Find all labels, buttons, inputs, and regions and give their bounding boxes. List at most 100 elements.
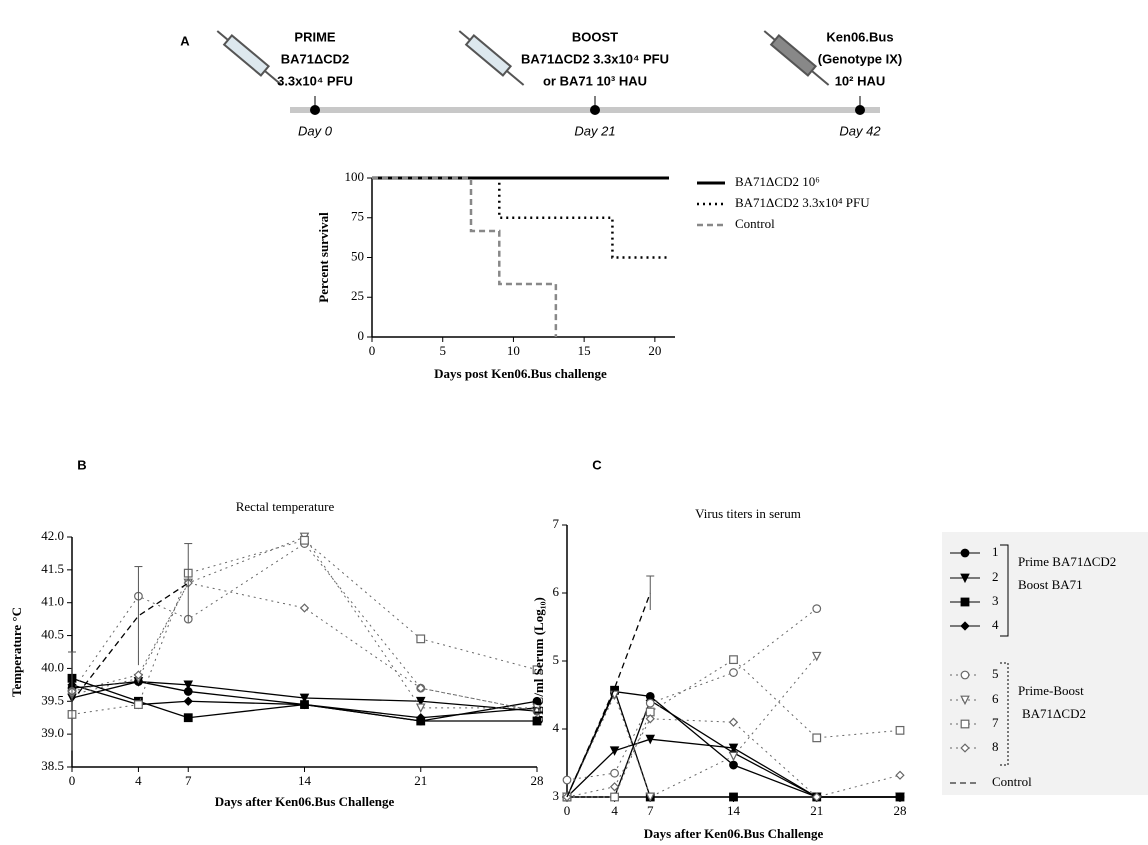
marker bbox=[610, 792, 619, 802]
y-tick-label: 75 bbox=[351, 209, 364, 224]
y-tick-label: 38.5 bbox=[41, 758, 64, 773]
marker bbox=[299, 603, 310, 613]
event-label: BA71ΔCD2 3.3x10⁴ PFU bbox=[521, 51, 669, 66]
marker bbox=[609, 746, 620, 756]
series-line bbox=[71, 582, 538, 712]
y-tick-label: 39.5 bbox=[41, 692, 64, 707]
legend-label: 8 bbox=[992, 739, 999, 754]
series-line bbox=[566, 608, 818, 781]
event-label: 10² HAU bbox=[835, 73, 886, 88]
day-label: Day 21 bbox=[574, 123, 615, 138]
x-tick-label: 28 bbox=[894, 803, 907, 818]
marker bbox=[416, 713, 426, 723]
marker bbox=[728, 751, 739, 762]
series-line bbox=[71, 680, 538, 712]
legend-group-label: Boost BA71 bbox=[1018, 577, 1083, 592]
x-tick-label: 21 bbox=[414, 773, 427, 788]
syringe-icons bbox=[216, 30, 830, 86]
panel-label: A bbox=[180, 33, 190, 48]
event-label: 3.3x10⁴ PFU bbox=[277, 73, 353, 88]
event-dot bbox=[590, 105, 600, 115]
chart-title: Rectal temperature bbox=[236, 499, 335, 514]
event-dot bbox=[310, 105, 320, 115]
marker bbox=[609, 782, 620, 792]
panel-label: C bbox=[592, 457, 602, 472]
y-tick-label: 42.0 bbox=[41, 528, 64, 543]
legend-label: 1 bbox=[992, 544, 999, 559]
marker bbox=[729, 668, 738, 677]
x-tick-label: 4 bbox=[135, 773, 142, 788]
marker bbox=[729, 760, 738, 770]
y-tick-label: 40.5 bbox=[41, 627, 64, 642]
legend-label: 5 bbox=[992, 666, 999, 681]
marker bbox=[960, 695, 970, 706]
marker bbox=[416, 683, 426, 693]
marker bbox=[532, 665, 542, 675]
marker bbox=[960, 597, 970, 607]
x-axis-label: Days post Ken06.Bus challenge bbox=[434, 366, 607, 381]
marker bbox=[960, 573, 970, 584]
x-tick-label: 0 bbox=[69, 773, 76, 788]
y-tick-label: 5 bbox=[553, 652, 560, 667]
marker bbox=[645, 714, 655, 724]
marker bbox=[645, 698, 655, 708]
series-line bbox=[71, 684, 538, 719]
y-tick-label: 0 bbox=[358, 328, 365, 343]
series-line bbox=[566, 688, 900, 798]
marker bbox=[415, 696, 426, 707]
marker bbox=[960, 621, 970, 631]
y-tick-label: 50 bbox=[351, 248, 364, 263]
marker bbox=[532, 716, 542, 726]
legend-bracket bbox=[1000, 662, 1009, 766]
survival-line bbox=[372, 176, 669, 259]
x-tick-label: 5 bbox=[439, 343, 446, 358]
marker bbox=[729, 792, 738, 802]
day-label: Day 42 bbox=[839, 123, 881, 138]
x-tick-label: 21 bbox=[810, 803, 823, 818]
legend-label: 6 bbox=[992, 691, 999, 706]
x-tick-label: 0 bbox=[564, 803, 571, 818]
x-tick-label: 14 bbox=[727, 803, 741, 818]
y-tick-label: 39.0 bbox=[41, 725, 64, 740]
event-label: Ken06.Bus bbox=[826, 29, 893, 44]
event-label: (Genotype IX) bbox=[818, 51, 903, 66]
marker bbox=[299, 693, 310, 704]
legend-label: 3 bbox=[992, 593, 999, 608]
legend-group-label: Prime-Boost bbox=[1018, 683, 1084, 698]
marker bbox=[183, 713, 193, 723]
marker bbox=[812, 733, 822, 743]
x-tick-label: 7 bbox=[185, 773, 192, 788]
marker bbox=[183, 680, 194, 690]
marker bbox=[960, 743, 970, 753]
marker bbox=[645, 792, 656, 803]
y-axis-label: Temperature °C bbox=[9, 607, 24, 697]
event-label: PRIME bbox=[294, 29, 336, 44]
y-tick-label: 100 bbox=[345, 169, 365, 184]
marker bbox=[645, 734, 656, 745]
legend-label: 4 bbox=[992, 617, 999, 632]
legend-label: Control bbox=[992, 774, 1032, 789]
legend-label: 2 bbox=[992, 569, 999, 584]
y-tick-label: 25 bbox=[351, 288, 364, 303]
marker bbox=[610, 768, 619, 778]
x-axis-label: Days after Ken06.Bus Challenge bbox=[215, 794, 395, 809]
y-tick-label: 4 bbox=[553, 720, 560, 735]
x-tick-label: 7 bbox=[647, 803, 654, 818]
marker bbox=[300, 535, 309, 545]
x-tick-label: 20 bbox=[648, 343, 661, 358]
y-axis-label: GEC/ml Serum (Log₁₀) bbox=[531, 597, 546, 725]
marker bbox=[895, 792, 905, 802]
x-tick-label: 15 bbox=[578, 343, 591, 358]
marker bbox=[134, 700, 143, 709]
legend-bracket bbox=[1000, 544, 1009, 637]
marker bbox=[960, 548, 970, 558]
y-tick-label: 40.0 bbox=[41, 659, 64, 674]
chart-title: Virus titers in serum bbox=[695, 506, 801, 521]
event-label: or BA71 10³ HAU bbox=[543, 73, 647, 88]
marker bbox=[728, 717, 739, 727]
series-line bbox=[71, 539, 538, 715]
y-tick-label: 41.5 bbox=[41, 561, 64, 576]
x-tick-label: 10 bbox=[507, 343, 520, 358]
panel-label: B bbox=[77, 457, 86, 472]
